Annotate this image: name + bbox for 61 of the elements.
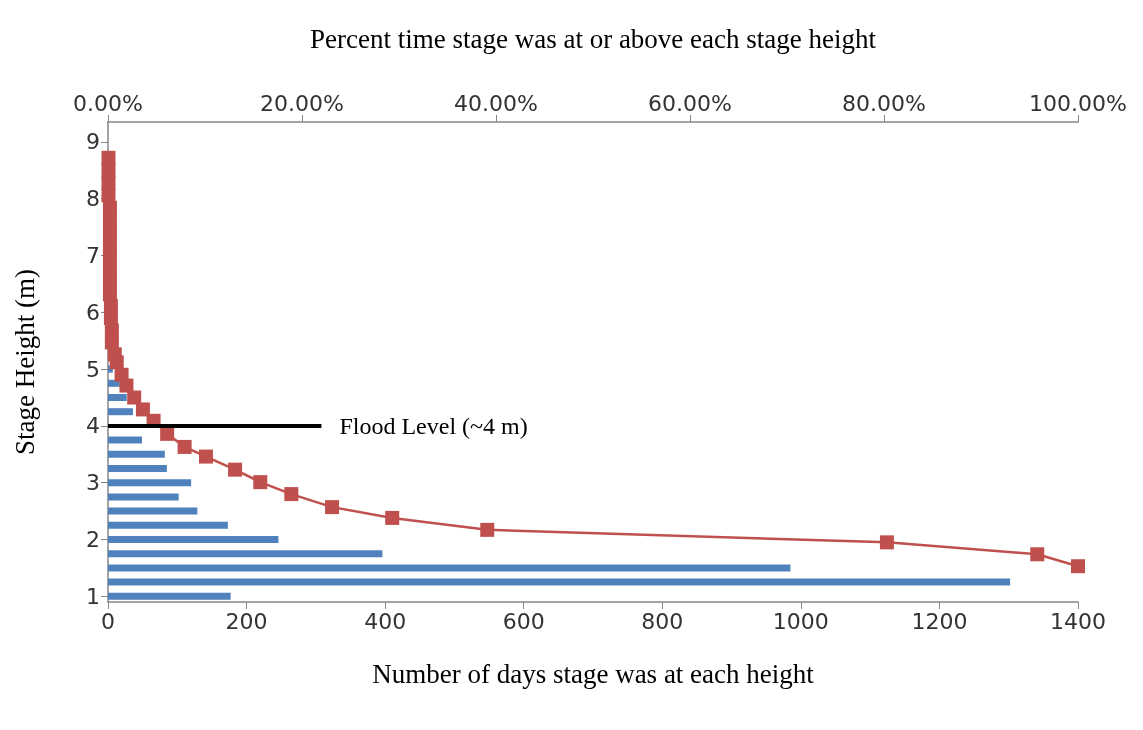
point [101, 188, 116, 203]
x-tick-label: 200 [225, 608, 268, 634]
x2-tick-label: 0.00% [73, 90, 143, 116]
x-axis-title: Number of days stage was at each height [372, 658, 815, 689]
bar [108, 479, 192, 487]
bar [108, 550, 383, 558]
y-tick-label: 4 [86, 413, 100, 439]
bar [108, 408, 133, 416]
bar [108, 450, 165, 458]
x-tick-label: 400 [364, 608, 407, 634]
bar [108, 592, 231, 600]
y-tick-label: 6 [86, 299, 100, 325]
y-tick-label: 1 [86, 583, 100, 609]
bar [108, 521, 228, 529]
bar [108, 507, 198, 515]
x-tick-label: 800 [641, 608, 684, 634]
y-tick-label: 5 [86, 356, 100, 382]
point [1030, 547, 1045, 562]
y-tick-label: 8 [86, 186, 100, 212]
x-tick-label: 600 [502, 608, 545, 634]
point [102, 238, 117, 253]
ref-line-label: Flood Level (~4 m) [339, 412, 528, 439]
x2-tick-label: 60.00% [648, 90, 732, 116]
bar [108, 394, 127, 401]
x2-tick-label: 20.00% [260, 90, 344, 116]
point [325, 500, 340, 515]
y-tick-label: 7 [86, 242, 100, 268]
point [127, 390, 142, 405]
point [102, 213, 117, 228]
x2-tick-label: 40.00% [454, 90, 538, 116]
y-tick-label: 3 [86, 470, 100, 496]
bar [108, 536, 279, 544]
point [253, 475, 268, 490]
point [385, 510, 400, 525]
x2-tick-label: 80.00% [842, 90, 926, 116]
bar [108, 436, 142, 444]
point [101, 163, 116, 178]
x-tick-label: 1400 [1050, 608, 1106, 634]
bar [108, 578, 1011, 586]
point [160, 426, 175, 441]
x-tick-label: 1000 [772, 608, 829, 634]
point [879, 535, 894, 550]
y-tick-label: 9 [86, 129, 100, 155]
point [284, 487, 299, 502]
point [109, 355, 124, 370]
x-tick-label: 0 [101, 608, 115, 634]
point [1071, 559, 1085, 574]
y-axis-title: Stage Height (m) [9, 269, 40, 455]
x2-axis-title: Percent time stage was at or above each stage height [309, 23, 877, 54]
bar [108, 465, 167, 473]
x2-tick-label: 100.00% [1029, 90, 1127, 116]
point [177, 439, 192, 454]
x-tick-label: 1200 [911, 608, 968, 634]
point [198, 449, 213, 464]
point [228, 462, 243, 477]
y-tick-label: 2 [86, 527, 100, 553]
bar [108, 493, 179, 501]
point [135, 402, 150, 417]
point [119, 378, 134, 393]
point [480, 522, 495, 537]
bar [108, 564, 791, 572]
